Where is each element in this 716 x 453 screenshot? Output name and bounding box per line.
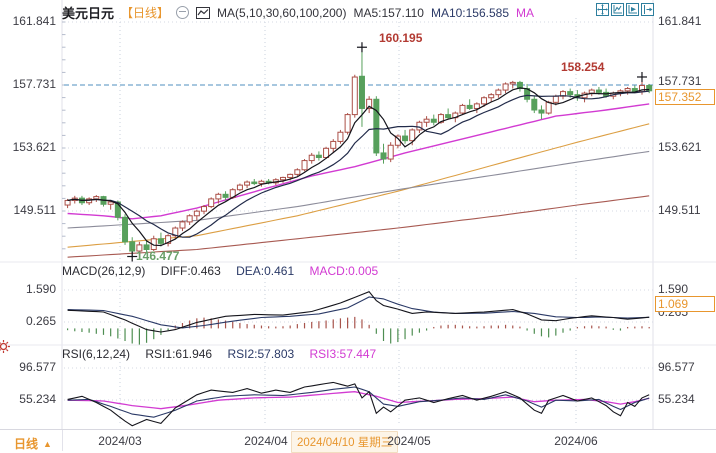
price-tick-left-2: 157.731 bbox=[12, 77, 56, 91]
macd-dea-value: DEA:0.461 bbox=[236, 264, 295, 278]
axis-scale-button[interactable] bbox=[611, 3, 624, 16]
period-arrow-icon: ▲ bbox=[43, 438, 52, 449]
period-selector[interactable]: 日线 ▲ bbox=[8, 434, 58, 453]
ma5-value: MA5:157.110 bbox=[353, 5, 424, 20]
mini-chart-icon[interactable] bbox=[196, 6, 211, 19]
date-tick-1: 2024/03 bbox=[98, 434, 142, 448]
macd-title[interactable]: MACD(26,12,9) bbox=[62, 264, 146, 278]
rsi-tick-left-1: 96.577 bbox=[19, 360, 56, 374]
macd-diff-value: DIFF:0.463 bbox=[160, 264, 221, 278]
indicator-settings-gear-icon[interactable] bbox=[0, 340, 10, 353]
price-tick-right-1: 161.841 bbox=[658, 14, 702, 28]
price-tick-right-4: 149.511 bbox=[658, 203, 701, 217]
current-price-box: 157.352 bbox=[655, 89, 715, 105]
rsi-header: RSI(6,12,24) RSI1:61.946 RSI2:57.803 RSI… bbox=[62, 347, 388, 361]
date-tick-3: 2024/05 bbox=[387, 434, 431, 448]
rsi-title[interactable]: RSI(6,12,24) bbox=[62, 347, 131, 361]
rsi1-value: RSI1:61.946 bbox=[145, 347, 213, 361]
play-forward-button[interactable] bbox=[626, 3, 639, 16]
pan-crosshair-button[interactable] bbox=[596, 3, 609, 16]
rsi2-value: RSI2:57.803 bbox=[227, 347, 295, 361]
price-tick-left-1: 161.841 bbox=[12, 14, 56, 28]
pan-crosshair-icon bbox=[597, 4, 608, 15]
high-annotation: 160.195 bbox=[379, 31, 423, 45]
date-tick-4: 2024/06 bbox=[554, 434, 598, 448]
jump-to-latest-button[interactable] bbox=[641, 3, 654, 16]
bottom-axis-bar: 日线 ▲ 2024/03 2024/04 2024/04/10 星期三 2024… bbox=[0, 429, 716, 453]
chart-header: 美元日元 【日线】 MA(5,10,30,60,100,200) MA5:157… bbox=[62, 3, 534, 22]
jump-to-latest-icon bbox=[644, 5, 653, 14]
price-tick-left-3: 153.621 bbox=[12, 140, 56, 154]
macd-header: MACD(26,12,9) DIFF:0.463 DEA:0.461 MACD:… bbox=[62, 264, 390, 278]
zoom-out-icon[interactable] bbox=[176, 6, 190, 19]
price-tick-left-4: 149.511 bbox=[13, 203, 57, 217]
rsi3-value: RSI3:57.447 bbox=[309, 347, 377, 361]
macd-tick-right-1: 1.590 bbox=[658, 282, 689, 296]
bottom-bar-divider bbox=[62, 430, 63, 451]
date-tick-2: 2024/04 bbox=[244, 434, 288, 448]
ma10-value: MA10:156.585 bbox=[430, 5, 510, 20]
play-forward-icon bbox=[628, 5, 637, 14]
price-tick-right-2: 157.731 bbox=[658, 74, 702, 88]
macd-current-box: 1.069 bbox=[655, 296, 715, 312]
recent-high-annotation: 158.254 bbox=[561, 60, 605, 74]
selected-date-badge: 2024/04/10 星期三 bbox=[291, 431, 399, 453]
chart-toolbar bbox=[596, 3, 654, 16]
macd-macd-value: MACD:0.005 bbox=[309, 264, 379, 278]
ma-truncated-value: MA bbox=[516, 5, 535, 20]
axis-scale-icon bbox=[613, 5, 622, 14]
rsi-tick-right-2: 55.234 bbox=[658, 392, 695, 406]
symbol-title: 美元日元 bbox=[62, 6, 115, 21]
ma-settings-label[interactable]: MA(5,10,30,60,100,200) bbox=[217, 5, 347, 20]
macd-tick-left-2: 0.265 bbox=[25, 314, 56, 328]
macd-tick-left-1: 1.590 bbox=[25, 282, 56, 296]
rsi-tick-left-2: 55.234 bbox=[19, 392, 56, 406]
low-annotation: 146.477 bbox=[136, 249, 180, 263]
rsi-tick-right-1: 96.577 bbox=[658, 360, 695, 374]
period-label: 日线 bbox=[14, 437, 39, 451]
price-tick-right-3: 153.621 bbox=[658, 140, 702, 154]
period-tag: 【日线】 bbox=[121, 6, 170, 20]
